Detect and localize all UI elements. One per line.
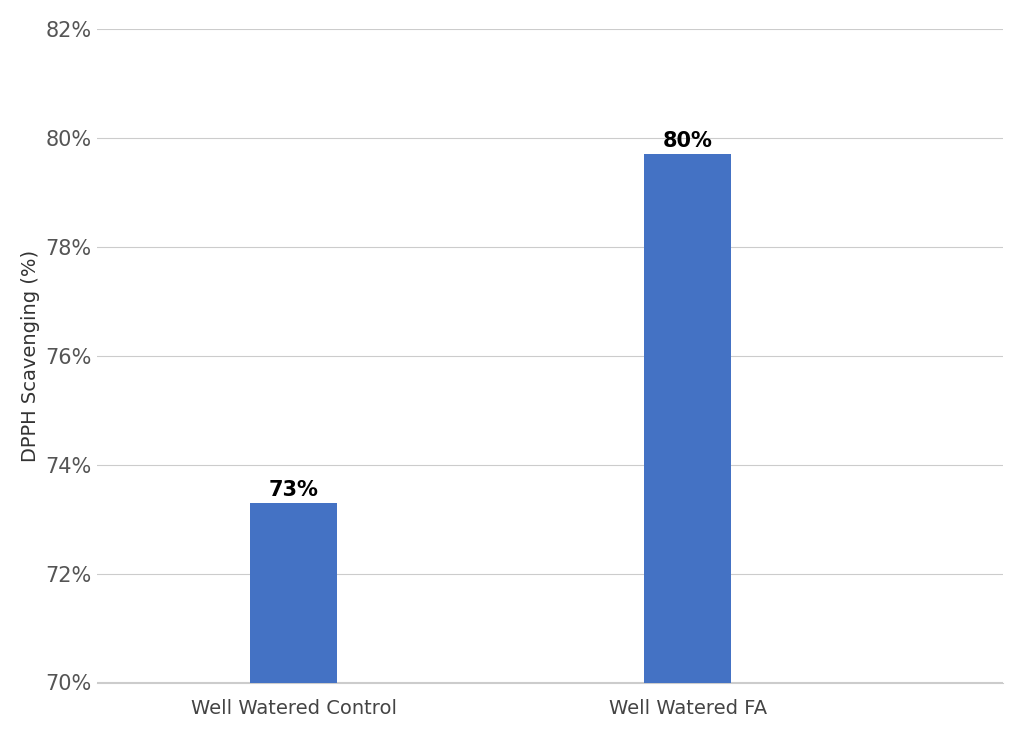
Y-axis label: DPPH Scavenging (%): DPPH Scavenging (%) bbox=[20, 250, 40, 462]
Text: 73%: 73% bbox=[268, 480, 318, 500]
Bar bbox=[250, 503, 337, 739]
Text: 80%: 80% bbox=[663, 132, 713, 151]
Bar bbox=[644, 154, 731, 739]
